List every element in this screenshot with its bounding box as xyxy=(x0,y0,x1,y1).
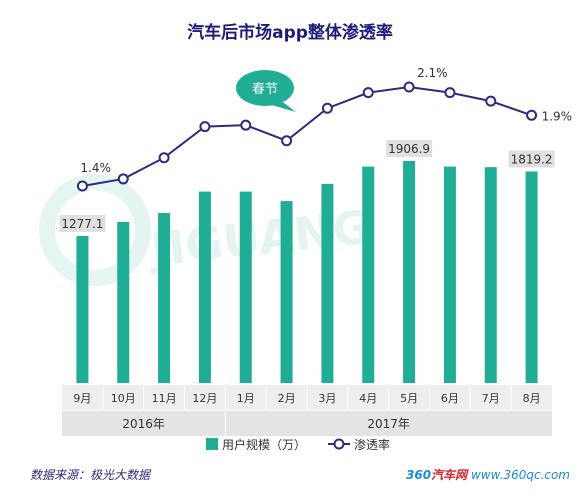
bar-5 xyxy=(280,201,293,383)
line-point-1 xyxy=(117,173,129,185)
annotation-bubble: 春节 xyxy=(236,70,296,112)
bar-4 xyxy=(239,191,252,383)
year-label-0: 2016年 xyxy=(122,417,165,431)
source-note: 数据来源：极光大数据 xyxy=(30,468,151,482)
x-tick-0: 9月 xyxy=(73,392,91,405)
legend-bar-label: 用户规模（万） xyxy=(222,437,306,452)
axis-band-years xyxy=(62,411,552,436)
legend-bar-swatch xyxy=(206,438,218,450)
x-tick-7: 4月 xyxy=(359,392,377,405)
line-point-3 xyxy=(199,121,211,133)
bar-6 xyxy=(321,183,334,383)
bar-9 xyxy=(443,166,456,383)
annotation-tail xyxy=(268,100,296,112)
bar-2 xyxy=(158,213,171,383)
bar-label-bg-0 xyxy=(59,215,106,232)
line-point-11 xyxy=(526,109,538,121)
x-tick-1: 10月 xyxy=(111,392,136,405)
bar-label-bg-8 xyxy=(386,140,433,157)
year-label-1: 2017年 xyxy=(367,417,410,431)
bar-1 xyxy=(117,221,130,383)
line-point-6 xyxy=(321,102,333,114)
x-tick-11: 8月 xyxy=(523,392,541,405)
line-path xyxy=(82,85,532,187)
x-tick-6: 3月 xyxy=(318,392,336,405)
line-point-2 xyxy=(158,152,170,164)
bar-0 xyxy=(76,236,89,383)
legend: 用户规模（万） 渗透率 xyxy=(206,437,390,452)
line-point-9 xyxy=(444,87,456,99)
legend-line-label: 渗透率 xyxy=(354,437,390,452)
x-tick-8: 5月 xyxy=(400,392,418,405)
chart-title: 汽车后市场app整体渗透率 xyxy=(187,23,393,43)
bar-11 xyxy=(525,171,538,383)
line-point-8 xyxy=(403,81,415,93)
line-point-10 xyxy=(485,95,497,107)
x-tick-3: 12月 xyxy=(192,392,217,405)
line-label-11: 1.9% xyxy=(542,109,573,123)
line-point-4 xyxy=(240,119,252,131)
bar-label-0: 1277.1 xyxy=(61,217,103,231)
x-tick-5: 2月 xyxy=(278,392,296,405)
bar-label-8: 1906.9 xyxy=(388,142,430,156)
line-point-7 xyxy=(362,87,374,99)
annotation-text: 春节 xyxy=(252,82,278,97)
logo-part3: www.360qc.com xyxy=(467,468,570,482)
bar-3 xyxy=(198,191,211,383)
x-axis-ticks: 9月 10月 11月 12月 1月 2月 3月 4月 5月 6月 7月 8月 xyxy=(73,385,541,410)
logo-part2: 汽车网 xyxy=(431,468,468,482)
bar-series: 1277.1 1906.9 1819.2 xyxy=(59,140,555,383)
line-series: 1.4% 2.1% 1.9% xyxy=(76,66,573,192)
bar-label-11: 1819.2 xyxy=(511,152,553,166)
bar-8 xyxy=(403,161,416,383)
watermark-text: JIGUANG xyxy=(145,200,372,277)
x-tick-9: 6月 xyxy=(441,392,459,405)
line-label-8: 2.1% xyxy=(417,66,448,80)
line-point-0 xyxy=(76,180,88,192)
bar-10 xyxy=(484,167,497,383)
legend-line-marker xyxy=(333,438,345,450)
bar-7 xyxy=(362,166,375,383)
x-tick-2: 11月 xyxy=(152,392,177,405)
year-groups: 2016年 2017年 xyxy=(122,411,410,436)
site-logo: 360汽车网 www.360qc.com xyxy=(406,466,570,483)
line-point-5 xyxy=(281,135,293,147)
x-tick-10: 7月 xyxy=(482,392,500,405)
watermark-ring xyxy=(39,174,151,286)
line-label-0: 1.4% xyxy=(80,161,111,175)
x-tick-4: 1月 xyxy=(237,392,255,405)
bar-label-bg-11 xyxy=(508,150,555,168)
annotation-shape xyxy=(236,70,294,106)
logo-part1: 360 xyxy=(406,468,432,482)
